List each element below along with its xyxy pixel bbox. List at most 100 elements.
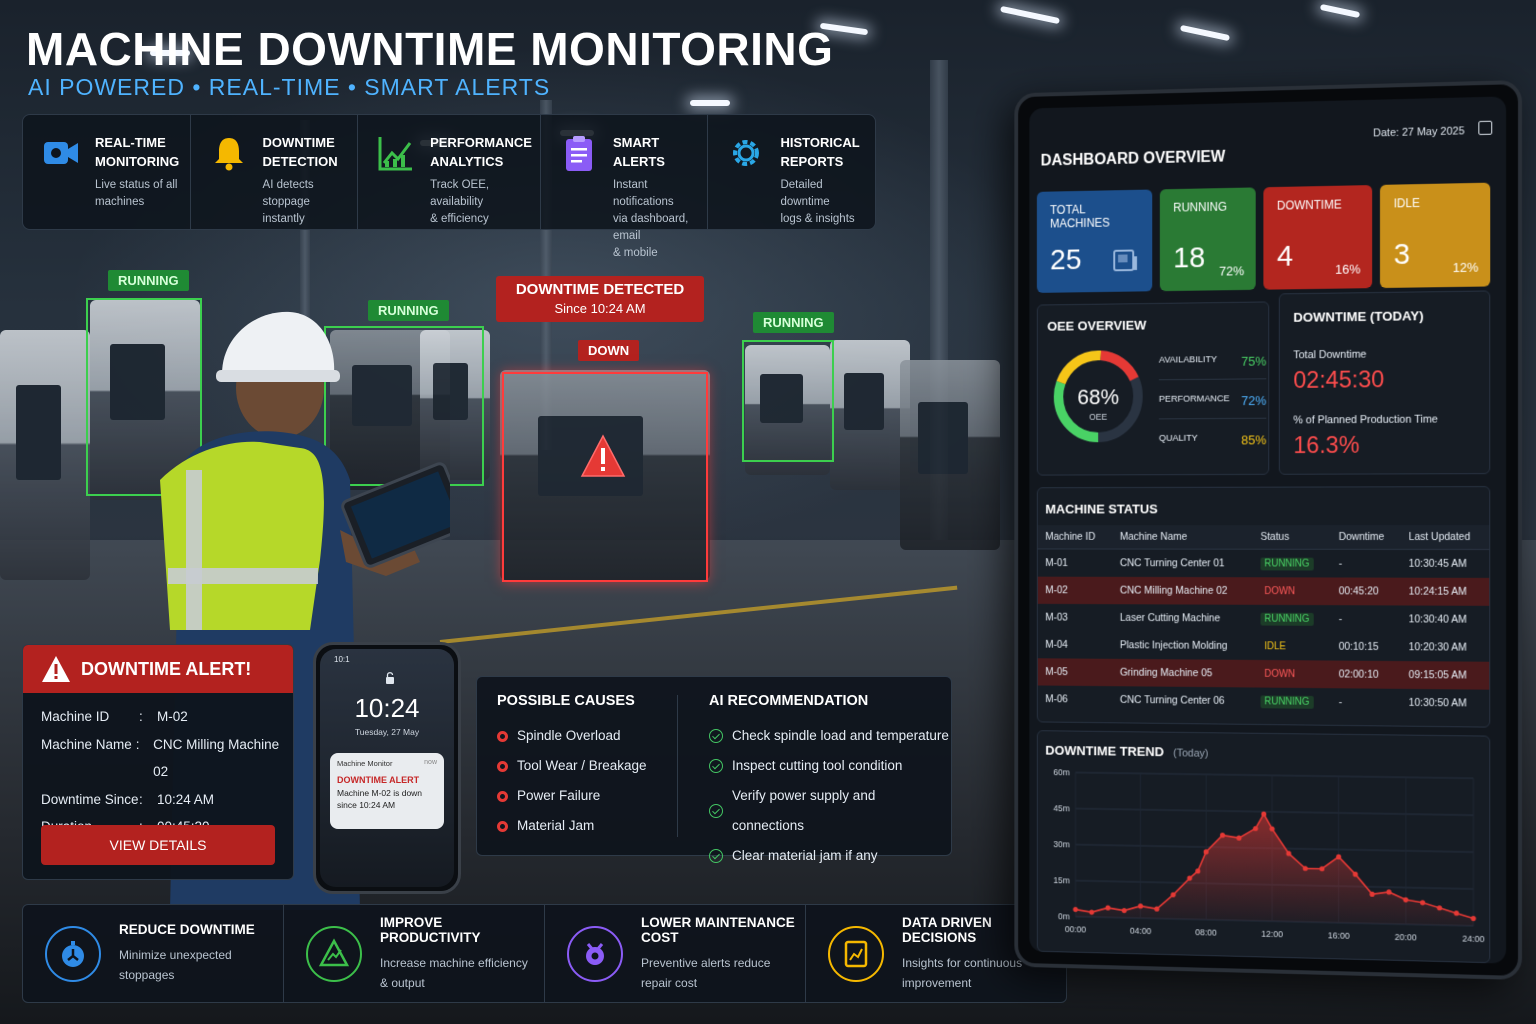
kpi-value: 4 xyxy=(1276,239,1294,273)
downtime-today-panel: DOWNTIME (TODAY) Total Downtime 02:45:30… xyxy=(1278,290,1491,475)
calendar-icon[interactable] xyxy=(1478,120,1493,136)
recommendation-item: Verify power supply and connections xyxy=(709,781,951,841)
benefit-title: REDUCE DOWNTIME xyxy=(119,922,255,937)
chart-title-text: DOWNTIME TREND xyxy=(1045,742,1164,760)
phone-status-time: 10:1 xyxy=(334,655,350,664)
bullet-icon xyxy=(497,760,508,772)
alert-row: Machine ID: M-02 xyxy=(41,703,293,731)
phone-mockup: 10:1 10:24 Tuesday, 27 May Machine Monit… xyxy=(313,642,461,894)
total-downtime-label: Total Downtime xyxy=(1293,348,1367,362)
oee-value: 68% xyxy=(1077,384,1120,410)
oee-title: OEE OVERVIEW xyxy=(1047,317,1147,334)
chart-subtitle: (Today) xyxy=(1173,747,1209,760)
benefit-title: DATA DRIVEN DECISIONS xyxy=(902,914,992,945)
feature-title: PERFORMANCE xyxy=(430,135,532,150)
total-downtime-value: 02:45:30 xyxy=(1293,366,1385,394)
table-row[interactable]: M-02 CNC Milling Machine 02 DOWN 00:45:20… xyxy=(1037,576,1490,606)
dashboard-date: Date: 27 May 2025 xyxy=(1373,125,1465,140)
machine-status-title: MACHINE STATUS xyxy=(1045,501,1158,517)
warning-icon xyxy=(42,656,70,682)
bullet-icon xyxy=(497,730,508,742)
x-tick-label: 08:00 xyxy=(1195,927,1217,938)
causes-title: POSSIBLE CAUSES xyxy=(497,693,635,709)
kpi-label: DOWNTIME xyxy=(1276,197,1342,213)
feature-title: SMART ALERTS xyxy=(612,135,665,169)
alert-title: DOWNTIME ALERT! xyxy=(81,658,252,679)
column-header[interactable]: Machine Name xyxy=(1112,525,1253,550)
bell-icon xyxy=(214,138,243,171)
feature-title: MONITORING xyxy=(95,154,180,169)
downtime-detected-banner: DOWNTIME DETECTED Since 10:24 AM xyxy=(496,276,704,322)
kpi-downtime[interactable]: DOWNTIME 4 16% xyxy=(1263,185,1373,290)
benefit-data-driven: DATA DRIVEN DECISIONS Insights for contin… xyxy=(806,905,1066,1002)
feature-smart-alerts: SMART ALERTS Instant notifications via da… xyxy=(541,115,709,259)
kpi-total-machines[interactable]: TOTAL MACHINES 25 xyxy=(1036,189,1153,293)
y-tick-label: 45m xyxy=(1053,803,1069,813)
alert-key: Machine ID xyxy=(41,709,110,724)
column-header[interactable]: Status xyxy=(1252,525,1331,550)
column-header[interactable]: Last Updated xyxy=(1400,525,1490,550)
alert-key: Machine Name xyxy=(41,736,132,752)
warning-icon xyxy=(580,434,626,477)
feature-historical-reports: HISTORICAL REPORTS Detailed downtime logs… xyxy=(708,115,875,229)
phone-date: Tuesday, 27 May xyxy=(354,727,420,737)
stopwatch-icon xyxy=(45,925,101,982)
table-row[interactable]: M-06 CNC Turning Center 06 RUNNING -10:30… xyxy=(1045,692,1467,709)
feature-desc: logs & insights xyxy=(780,213,855,225)
bullet-icon xyxy=(497,820,508,832)
feature-title: HISTORICAL xyxy=(780,135,860,150)
downtime-trend-panel: DOWNTIME TREND (Today) 0m 15m 30m 45m 60m 00:… xyxy=(1036,730,1491,964)
view-details-button[interactable]: VIEW DETAILS xyxy=(41,825,275,865)
notification-line: since 10:24 AM xyxy=(337,800,396,810)
status-badge: DOWN xyxy=(1264,668,1295,680)
gear-icon xyxy=(733,140,760,166)
alert-header: DOWNTIME ALERT! xyxy=(23,645,293,693)
status-badge: DOWN xyxy=(1264,585,1295,597)
kpi-idle[interactable]: IDLE 3 12% xyxy=(1379,182,1491,289)
feature-title: REPORTS xyxy=(780,154,844,169)
recommendation-item: Inspect cutting tool condition xyxy=(709,751,951,781)
alert-row: Downtime Since:10:24 AM xyxy=(41,786,293,814)
running-tag: RUNNING xyxy=(108,270,189,291)
benefit-desc: Increase machine efficiency & output xyxy=(380,955,528,990)
recommendation-item: Check spindle load and temperature xyxy=(709,721,951,751)
machine-status-table: Machine ID Machine Name Status Downtime … xyxy=(1037,525,1490,717)
feature-desc: Live status of all xyxy=(95,179,178,191)
kpi-running[interactable]: RUNNING 18 72% xyxy=(1159,187,1256,292)
benefit-desc: Preventive alerts reduce repair cost xyxy=(641,955,771,990)
feature-desc: & efficiency xyxy=(430,213,489,225)
downtime-today-title: DOWNTIME (TODAY) xyxy=(1293,308,1424,325)
kpi-label: TOTAL MACHINES xyxy=(1050,202,1110,231)
alert-row: Machine Name: CNC Milling Machine 02 xyxy=(41,731,293,786)
table-row[interactable]: M-01 CNC Turning Center 01 RUNNING -10:30… xyxy=(1045,556,1467,571)
y-tick-label: 0m xyxy=(1058,911,1070,921)
alert-value: 10:24 AM xyxy=(157,791,215,807)
table-header: Machine ID Machine Name Status Downtime … xyxy=(1037,525,1490,550)
table-row[interactable]: M-04 Plastic Injection Molding IDLE 00:10… xyxy=(1045,638,1467,654)
downtime-alert-card: DOWNTIME ALERT! Machine ID: M-02 Machine … xyxy=(22,644,294,880)
page-title: MACHINE DOWNTIME MONITORING xyxy=(26,23,834,75)
line-chart-icon xyxy=(378,137,413,171)
notification-app: Machine Monitor xyxy=(337,759,393,768)
feature-desc: instantly xyxy=(262,213,305,225)
kpi-percent: 72% xyxy=(1219,263,1245,279)
table-row[interactable]: M-03 Laser Cutting Machine RUNNING -10:30… xyxy=(1045,611,1467,626)
kpi-value: 3 xyxy=(1393,237,1411,271)
detection-box-running xyxy=(86,298,202,496)
dashboard-title: DASHBOARD OVERVIEW xyxy=(1040,148,1226,170)
kpi-value: 25 xyxy=(1050,243,1082,277)
maintenance-icon xyxy=(567,925,623,982)
column-header[interactable]: Downtime xyxy=(1330,525,1401,550)
possible-causes: POSSIBLE CAUSES Spindle Overload Tool We… xyxy=(497,693,647,841)
column-header[interactable]: Machine ID xyxy=(1037,525,1113,550)
phone-notification[interactable]: Machine Monitor now DOWNTIME ALERT Machi… xyxy=(330,753,444,829)
dashboard: DASHBOARD OVERVIEW Date: 27 May 2025 TOT… xyxy=(1029,96,1507,964)
alert-value: CNC Milling Machine 02 xyxy=(153,736,280,780)
benefit-title: LOWER MAINTENANCE COST xyxy=(641,914,795,945)
feature-title: DETECTION xyxy=(262,154,338,169)
benefit-lower-maintenance: LOWER MAINTENANCE COST Preventive alerts … xyxy=(545,905,806,1002)
feature-title: DOWNTIME xyxy=(262,135,335,150)
status-badge: RUNNING xyxy=(1260,612,1314,626)
phone-screen: 10:1 10:24 Tuesday, 27 May Machine Monit… xyxy=(320,649,454,887)
table-row[interactable]: M-05 Grinding Machine 05 DOWN 02:00:10 09:… xyxy=(1037,657,1490,690)
